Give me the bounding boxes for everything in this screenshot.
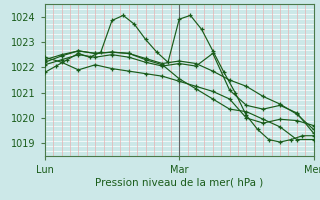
X-axis label: Pression niveau de la mer( hPa ): Pression niveau de la mer( hPa ) <box>95 178 263 188</box>
